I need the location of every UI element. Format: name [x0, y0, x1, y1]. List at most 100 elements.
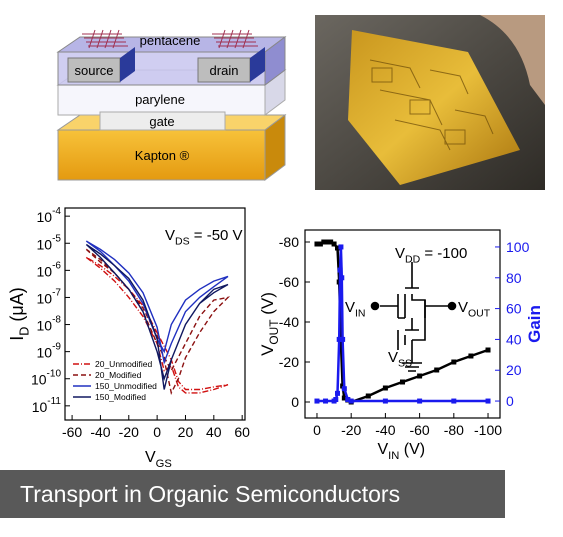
series-point [417, 398, 423, 404]
y-tick-exponent: -9 [52, 342, 61, 353]
layer-label: drain [210, 63, 239, 78]
y2-tick-label: 40 [506, 331, 522, 347]
y-tick-label: 0 [291, 394, 299, 410]
series-point [335, 390, 340, 396]
x-axis-label: VIN (V) [378, 441, 426, 462]
series-point [314, 241, 320, 247]
series-point [338, 244, 344, 250]
kapton-front [57, 129, 266, 181]
series-point [485, 347, 491, 353]
y-tick-exponent: -11 [47, 396, 61, 407]
circuit-label-main: V [345, 299, 355, 316]
plot-frame [64, 207, 246, 421]
circuit-label-rest: = -100 [420, 245, 467, 262]
y-tick-exponent: -5 [52, 233, 61, 244]
series-point [341, 386, 347, 392]
circuit-label: VOUT [458, 299, 491, 320]
legend-label: 150_Unmodified [95, 381, 157, 391]
y-tick-base: 10 [37, 236, 53, 252]
circuit-label-main: V [395, 245, 405, 262]
y-tick-base: 10 [37, 318, 53, 334]
plot-frame [304, 229, 501, 419]
x-tick-label: -20 [119, 424, 139, 440]
series-point [417, 373, 423, 379]
y-tick-label: 10-6 [37, 260, 62, 279]
x-tick-label: 60 [234, 424, 250, 440]
y-tick-label: 10-4 [37, 206, 62, 225]
x-axis-label-main: V [378, 441, 389, 458]
y-axis-label-rest: (V) [258, 292, 277, 319]
gate-front [99, 111, 226, 131]
x-tick-label: -80 [444, 422, 464, 438]
series-point [336, 336, 342, 342]
series-line [85, 240, 229, 365]
series-line [85, 243, 229, 390]
series-point [485, 398, 491, 404]
drain-side [250, 47, 265, 82]
y-tick-base: 10 [31, 372, 47, 388]
series-point [338, 339, 344, 345]
y2-tick-label: 0 [506, 393, 514, 409]
x-tick-label: 20 [178, 424, 194, 440]
y-tick-exponent: -4 [52, 206, 61, 217]
legend-label: 150_Modified [95, 392, 146, 402]
circuit-label-main: V [458, 299, 468, 316]
y-tick-exponent: -8 [52, 315, 61, 326]
series-point [345, 397, 351, 403]
circuit-label: VSS [388, 349, 412, 370]
layer-label: Kapton ® [135, 148, 190, 163]
y-axis-label-main: V [258, 344, 277, 356]
circuit-label: VIN [345, 299, 366, 320]
y-tick-label: 10-11 [32, 396, 62, 415]
y-tick-base: 10 [37, 345, 53, 361]
y-tick-exponent: -10 [47, 369, 62, 380]
circuit-label-sub: IN [355, 308, 366, 320]
x-axis-label: VGS [145, 449, 172, 470]
y-tick-base: 10 [37, 263, 53, 279]
circuit-label-main: V [388, 349, 398, 366]
circuit-label: VDD = -100 [395, 245, 467, 266]
series-point [434, 367, 440, 373]
x-tick-label: -40 [375, 422, 395, 438]
series-point [340, 383, 346, 389]
y-tick-label: 10-5 [37, 233, 62, 252]
y-tick-label: 10-7 [37, 287, 62, 306]
series-point [451, 359, 457, 365]
x-tick-label: -40 [90, 424, 110, 440]
y-tick-exponent: -7 [52, 287, 61, 298]
layer-label: parylene [135, 92, 185, 107]
y-axis-label: VOUT (V) [258, 292, 281, 356]
y-tick-label: -80 [279, 234, 299, 250]
series-point [337, 267, 343, 273]
y-tick-label: -40 [279, 314, 299, 330]
y2-tick-label: 80 [506, 270, 522, 286]
x-axis-label-sub: GS [156, 458, 172, 470]
y2-tick-label: 60 [506, 301, 522, 317]
y-tick-label: -20 [279, 354, 299, 370]
circuit-label-sub: SS [398, 358, 412, 370]
y-tick-base: 10 [37, 209, 53, 225]
series-point [317, 241, 323, 247]
legend-label: 20_Modified [95, 370, 142, 380]
annotation-sub: DS [175, 236, 190, 248]
x-axis-label-rest: (V) [399, 441, 425, 458]
molecules [82, 29, 258, 49]
y-axis-label-sub: D [17, 327, 31, 336]
annotation-main: V [165, 227, 175, 244]
legend-label: 20_Unmodified [95, 359, 152, 369]
source-block [67, 57, 121, 83]
y-axis-label-rest: (μA) [7, 287, 27, 326]
series-point [331, 241, 337, 247]
y-axis-label-sub: OUT [267, 319, 281, 344]
x-tick-label: 0 [153, 424, 161, 440]
caption-banner [0, 470, 505, 518]
device-schematic: pentacene source drain parylene gate Kap… [56, 29, 287, 181]
caption: Transport in Organic Semiconductors [20, 481, 400, 507]
series-point [348, 398, 354, 404]
layer-label: source [74, 63, 113, 78]
y-tick-exponent: -6 [52, 260, 61, 271]
circuit-label-sub: OUT [468, 308, 491, 320]
series-line [85, 248, 231, 395]
x-axis-label-main: V [145, 449, 156, 466]
